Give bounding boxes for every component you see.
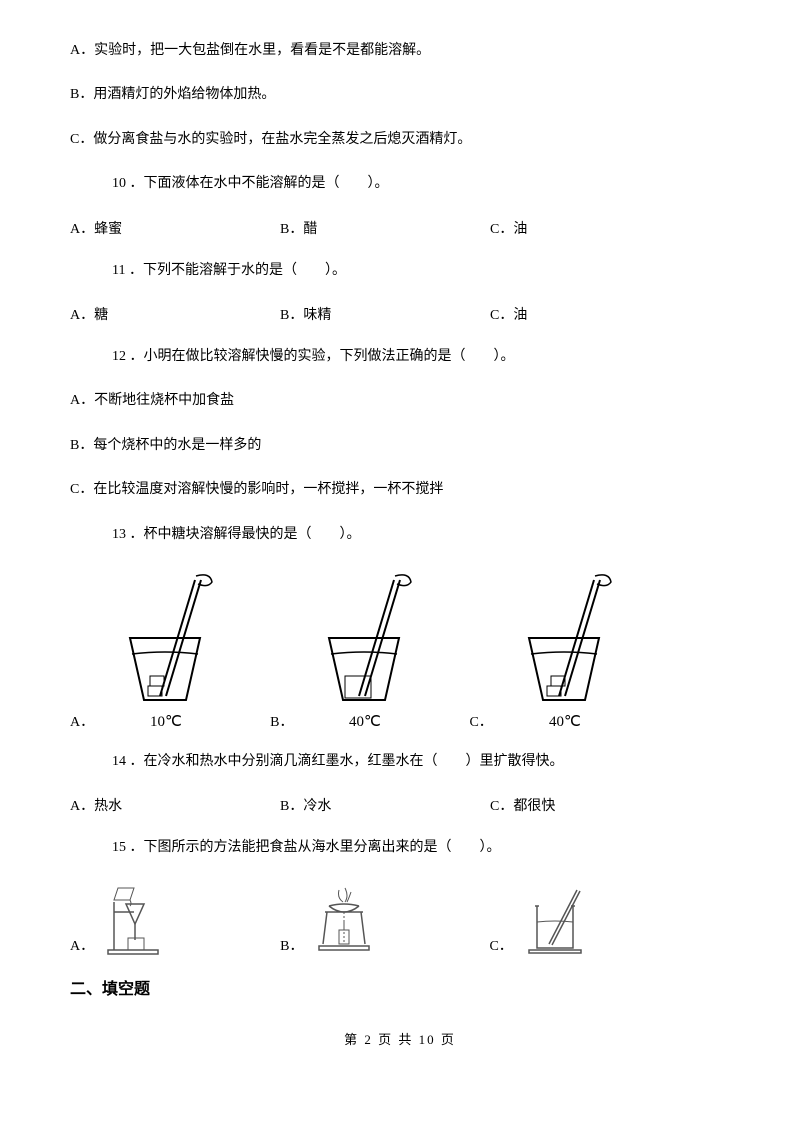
q12-stem: 12 ．小明在做比较溶解快慢的实验，下列做法正确的是（ ）。 [70, 346, 730, 368]
q14-opt-b: B．冷水 [280, 795, 490, 815]
option-c-text: C．做分离食盐与水的实验时，在盐水完全蒸发之后熄灭酒精灯。 [70, 129, 730, 151]
q11-stem: 11 ．下列不能溶解于水的是（ ）。 [70, 260, 730, 282]
svg-text:10℃: 10℃ [150, 714, 182, 730]
q14-stem: 14 ．在冷水和热水中分别滴几滴红墨水，红墨水在（ ）里扩散得快。 [70, 751, 730, 773]
q13-images: A． 10℃ B． 40℃ C． [70, 568, 730, 733]
section-2-title: 二、填空题 [70, 975, 730, 999]
q15-fig-a [100, 882, 170, 957]
q10-opt-c: C．油 [490, 218, 700, 238]
q11-opt-c: C．油 [490, 304, 700, 324]
q10-opt-b: B．醋 [280, 218, 490, 238]
svg-text:40℃: 40℃ [549, 714, 581, 730]
q14-opt-c: C．都很快 [490, 795, 700, 815]
q13-label-a: A． [70, 711, 94, 733]
q12-opt-c: C．在比较温度对溶解快慢的影响时，一杯搅拌，一杯不搅拌 [70, 479, 730, 501]
q14-options: A．热水 B．冷水 C．都很快 [70, 795, 730, 815]
page-footer: 第 2 页 共 10 页 [70, 1029, 730, 1048]
q15-label-b: B． [280, 935, 303, 957]
svg-text:40℃: 40℃ [349, 714, 381, 730]
q11-opt-a: A．糖 [70, 304, 280, 324]
q15-fig-c [519, 882, 589, 957]
option-b-text: B．用酒精灯的外焰给物体加热。 [70, 84, 730, 106]
q10-options: A．蜂蜜 B．醋 C．油 [70, 218, 730, 238]
q10-opt-a: A．蜂蜜 [70, 218, 280, 238]
q11-options: A．糖 B．味精 C．油 [70, 304, 730, 324]
q15-stem: 15 ．下图所示的方法能把食盐从海水里分离出来的是（ ）。 [70, 837, 730, 859]
q13-label-b: B． [270, 711, 293, 733]
q13-cup-b: 40℃ [299, 568, 429, 733]
q15-fig-b [309, 882, 379, 957]
q12-opt-b: B．每个烧杯中的水是一样多的 [70, 435, 730, 457]
q11-opt-b: B．味精 [280, 304, 490, 324]
q13-cup-a: 10℃ [100, 568, 230, 733]
q13-cup-c: 40℃ [499, 568, 629, 733]
q14-opt-a: A．热水 [70, 795, 280, 815]
q10-stem: 10 ．下面液体在水中不能溶解的是（ ）。 [70, 173, 730, 195]
q15-images: A． B． [70, 882, 730, 957]
q13-label-c: C． [469, 711, 492, 733]
q13-stem: 13 ．杯中糖块溶解得最快的是（ ）。 [70, 524, 730, 546]
q15-label-a: A． [70, 935, 94, 957]
option-a-text: A．实验时，把一大包盐倒在水里，看看是不是都能溶解。 [70, 40, 730, 62]
q12-opt-a: A．不断地往烧杯中加食盐 [70, 390, 730, 412]
q15-label-c: C． [489, 935, 512, 957]
